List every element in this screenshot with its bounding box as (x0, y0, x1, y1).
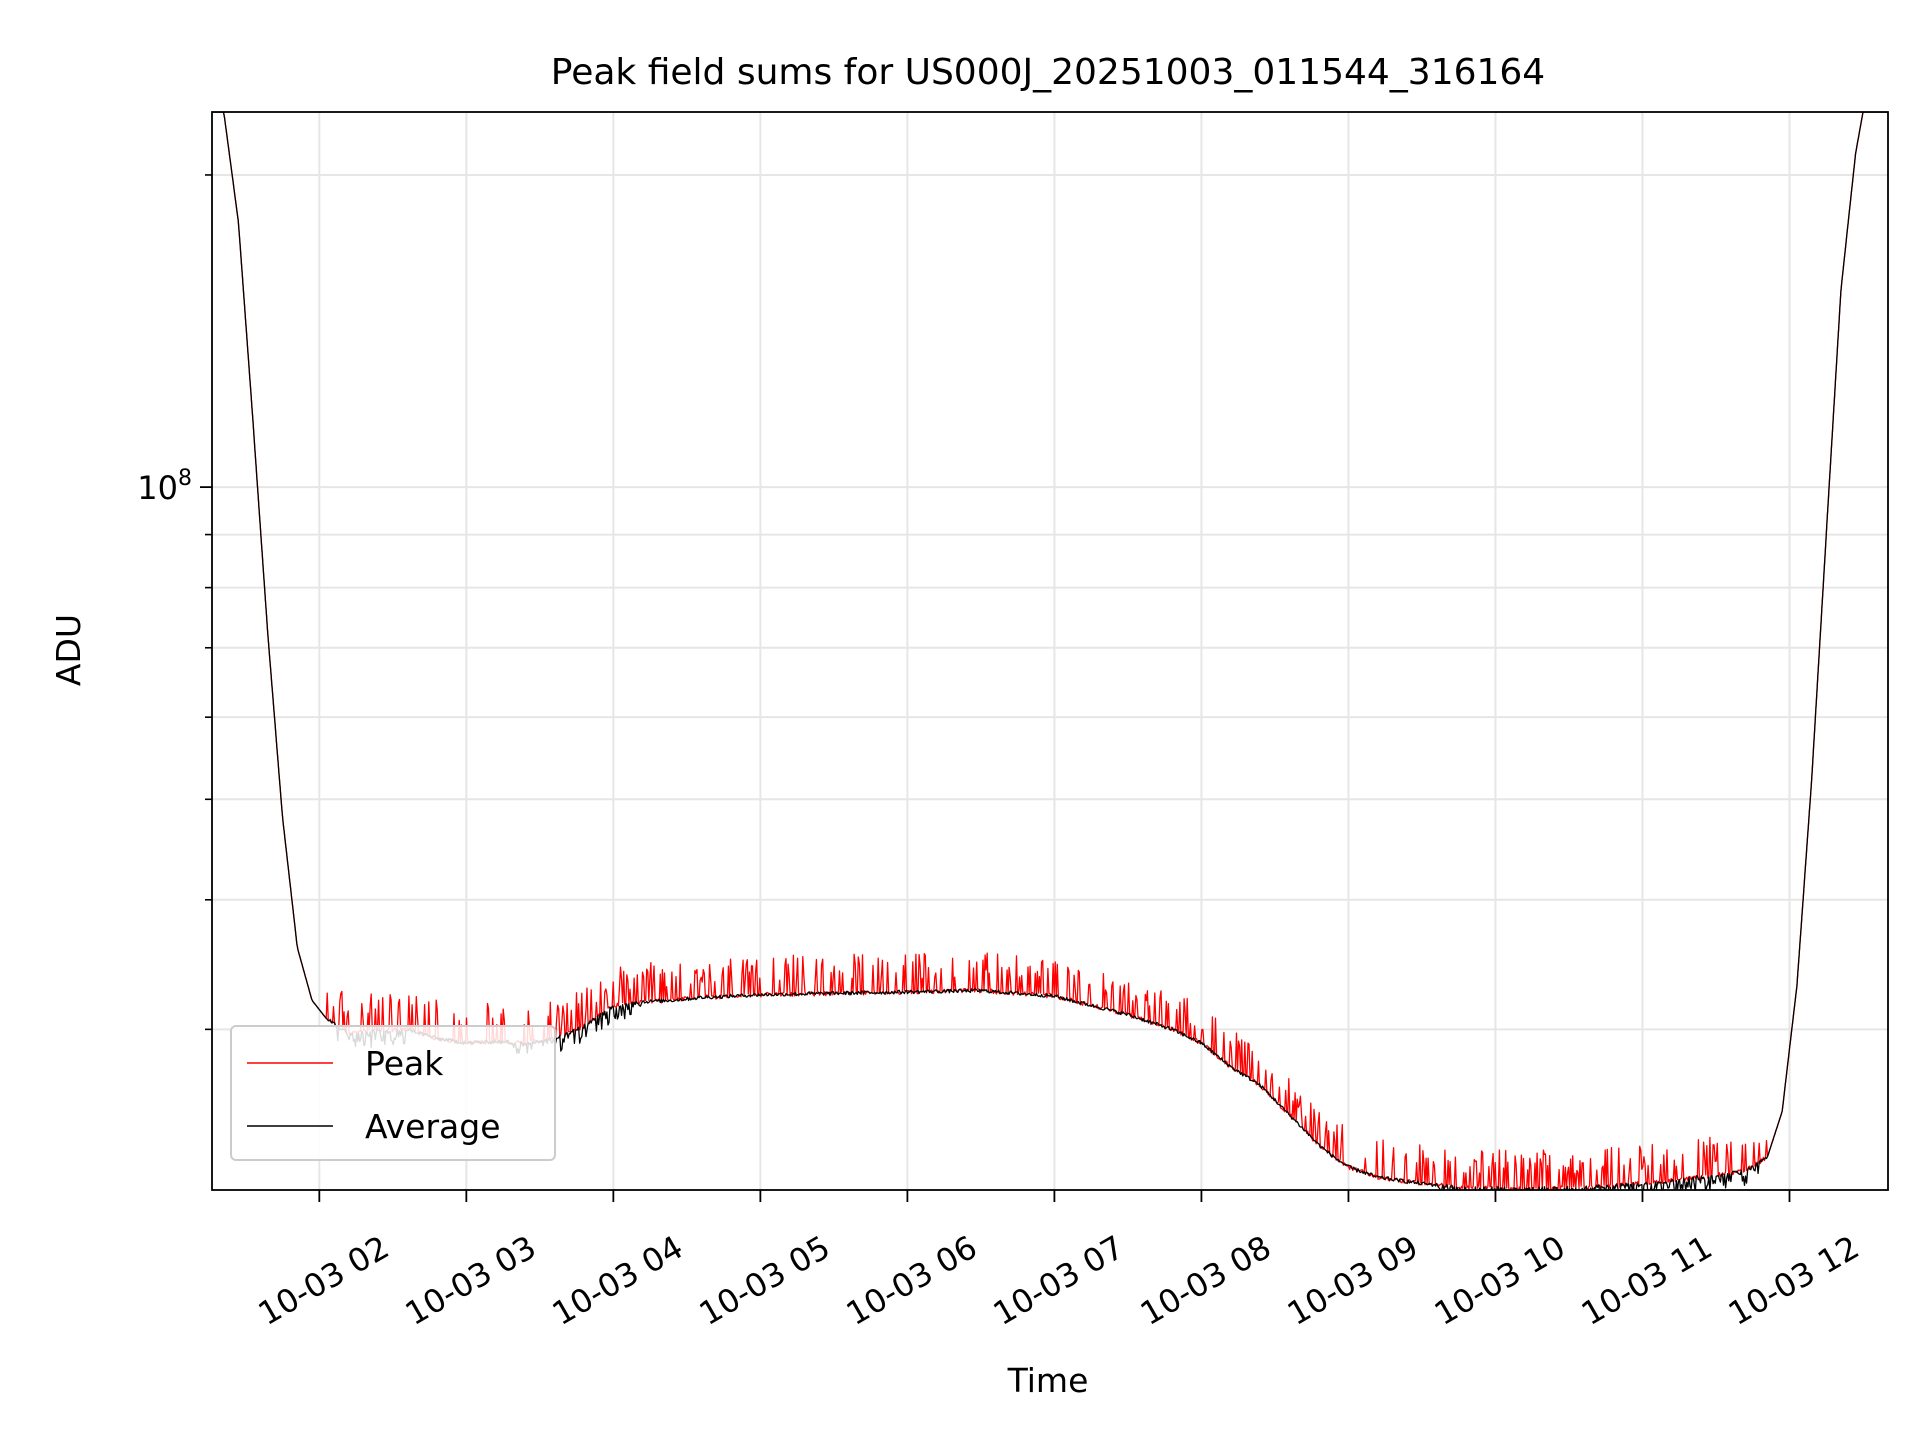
legend-average-label: Average (365, 1107, 501, 1146)
y-axis-label: ADU (49, 614, 88, 686)
y-tick-label-exponent: 8 (178, 466, 192, 491)
y-axis: 108 (137, 174, 212, 1031)
legend: Peak Average (230, 1025, 556, 1161)
axes-frame (211, 111, 1889, 1191)
y-tick-label: 108 (137, 466, 192, 507)
chart-title: Peak field sums for US000J_20251003_0115… (551, 52, 1545, 93)
y-tick-label-base: 10 (137, 469, 178, 507)
x-axis-label: Time (1007, 1361, 1089, 1400)
legend-peak-label: Peak (365, 1044, 444, 1083)
